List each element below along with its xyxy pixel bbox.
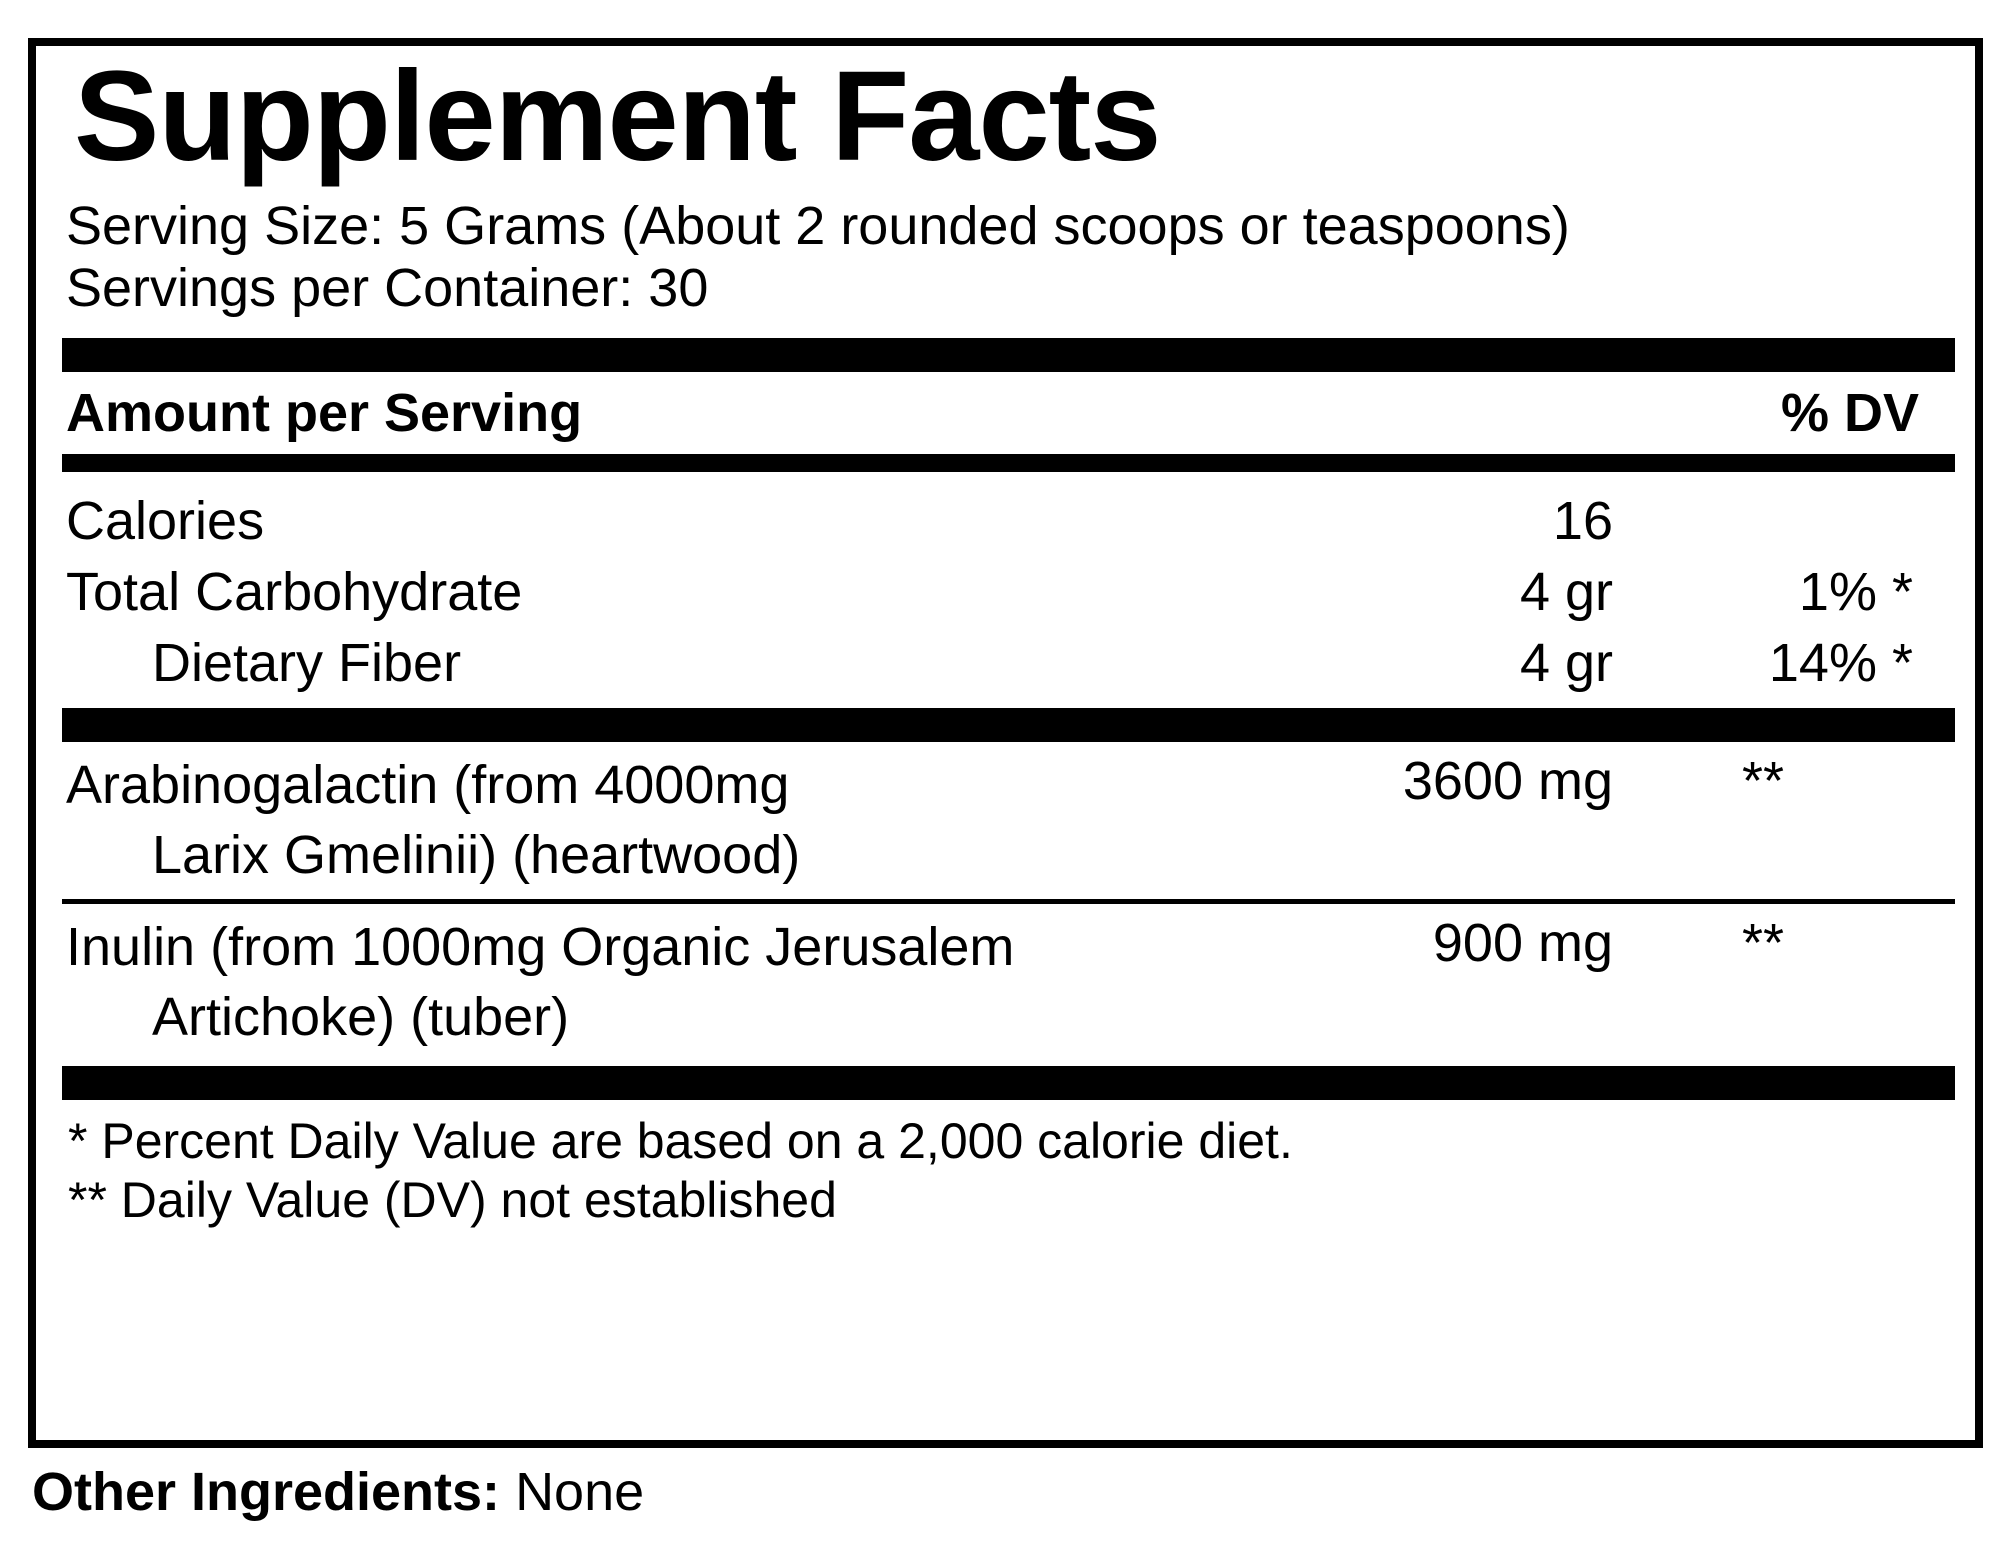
other-ingredients-label: Other Ingredients:: [32, 1462, 501, 1522]
other-ingredients-value: None: [515, 1462, 645, 1522]
other-ingredients-line: Other Ingredients: None: [32, 1462, 644, 1522]
footnotes-block: * Percent Daily Value are based on a 2,0…: [62, 1100, 1955, 1230]
rule-below-header: [62, 454, 1955, 473]
nutrient-dv: 14% *: [1768, 632, 1913, 693]
table-row: Calories 16: [62, 482, 1955, 553]
ingredient-name-line2: Artichoke) (tuber): [152, 986, 570, 1047]
ingredient-dv: **: [1741, 751, 1785, 812]
spacer: [62, 904, 1955, 912]
servings-per-container-text: Servings per Container: 30: [66, 258, 709, 319]
ingredient-name-line1: Arabinogalactin (from 4000mg: [66, 755, 790, 816]
spacer: [62, 891, 1955, 899]
footnote-daily-value-basis: * Percent Daily Value are based on a 2,0…: [68, 1113, 1293, 1170]
ingredient-name: Inulin (from 1000mg Organic Jerusalem Ar…: [62, 912, 1283, 1052]
ingredient-amount: 900 mg: [1432, 912, 1613, 973]
nutrient-name: Dietary Fiber: [152, 632, 462, 693]
nutrient-dv: 1% *: [1798, 562, 1913, 623]
page-title: Supplement Facts: [74, 45, 1161, 188]
table-row: Total Carbohydrate 4 gr 1% *: [62, 553, 1955, 624]
rule-above-ingredients: [62, 708, 1955, 743]
table-row: Dietary Fiber 4 gr 14% *: [62, 624, 1955, 695]
rule-above-footnotes: [62, 1066, 1955, 1101]
supplement-facts-panel: Supplement Facts Serving Size: 5 Grams (…: [28, 38, 1983, 1448]
ingredient-name-line2: Larix Gmelinii) (heartwood): [152, 825, 801, 886]
nutrient-name: Total Carbohydrate: [66, 562, 523, 623]
panel-inner: Supplement Facts Serving Size: 5 Grams (…: [36, 46, 1975, 1440]
spacer: [62, 742, 1955, 750]
amount-per-serving-header: Amount per Serving: [66, 382, 583, 443]
table-row: Inulin (from 1000mg Organic Jerusalem Ar…: [62, 912, 1955, 1052]
ingredient-dv: **: [1741, 912, 1785, 973]
spacer: [62, 320, 1955, 338]
rule-above-header: [62, 337, 1955, 372]
nutrient-amount: 4 gr: [1519, 632, 1613, 693]
ingredient-amount: 3600 mg: [1402, 751, 1613, 812]
table-row: Arabinogalactin (from 4000mg Larix Gmeli…: [62, 750, 1955, 890]
nutrient-amount: 4 gr: [1519, 562, 1613, 623]
table-header-row: Amount per Serving % DV: [62, 372, 1955, 455]
footnote-dv-not-established: ** Daily Value (DV) not established: [68, 1172, 837, 1229]
nutrient-amount: 16: [1552, 491, 1613, 552]
serving-size-text: Serving Size: 5 Grams (About 2 rounded s…: [66, 195, 1570, 256]
spacer: [62, 694, 1955, 708]
spacer: [62, 472, 1955, 482]
ingredient-name: Arabinogalactin (from 4000mg Larix Gmeli…: [62, 750, 1283, 890]
rule-between-ingredients: [62, 898, 1955, 904]
percent-dv-header: % DV: [1780, 382, 1919, 443]
spacer: [62, 1052, 1955, 1066]
ingredient-name-line1: Inulin (from 1000mg Organic Jerusalem: [66, 916, 1015, 977]
serving-info-block: Serving Size: 5 Grams (About 2 rounded s…: [62, 195, 1955, 320]
nutrient-name: Calories: [66, 491, 265, 552]
